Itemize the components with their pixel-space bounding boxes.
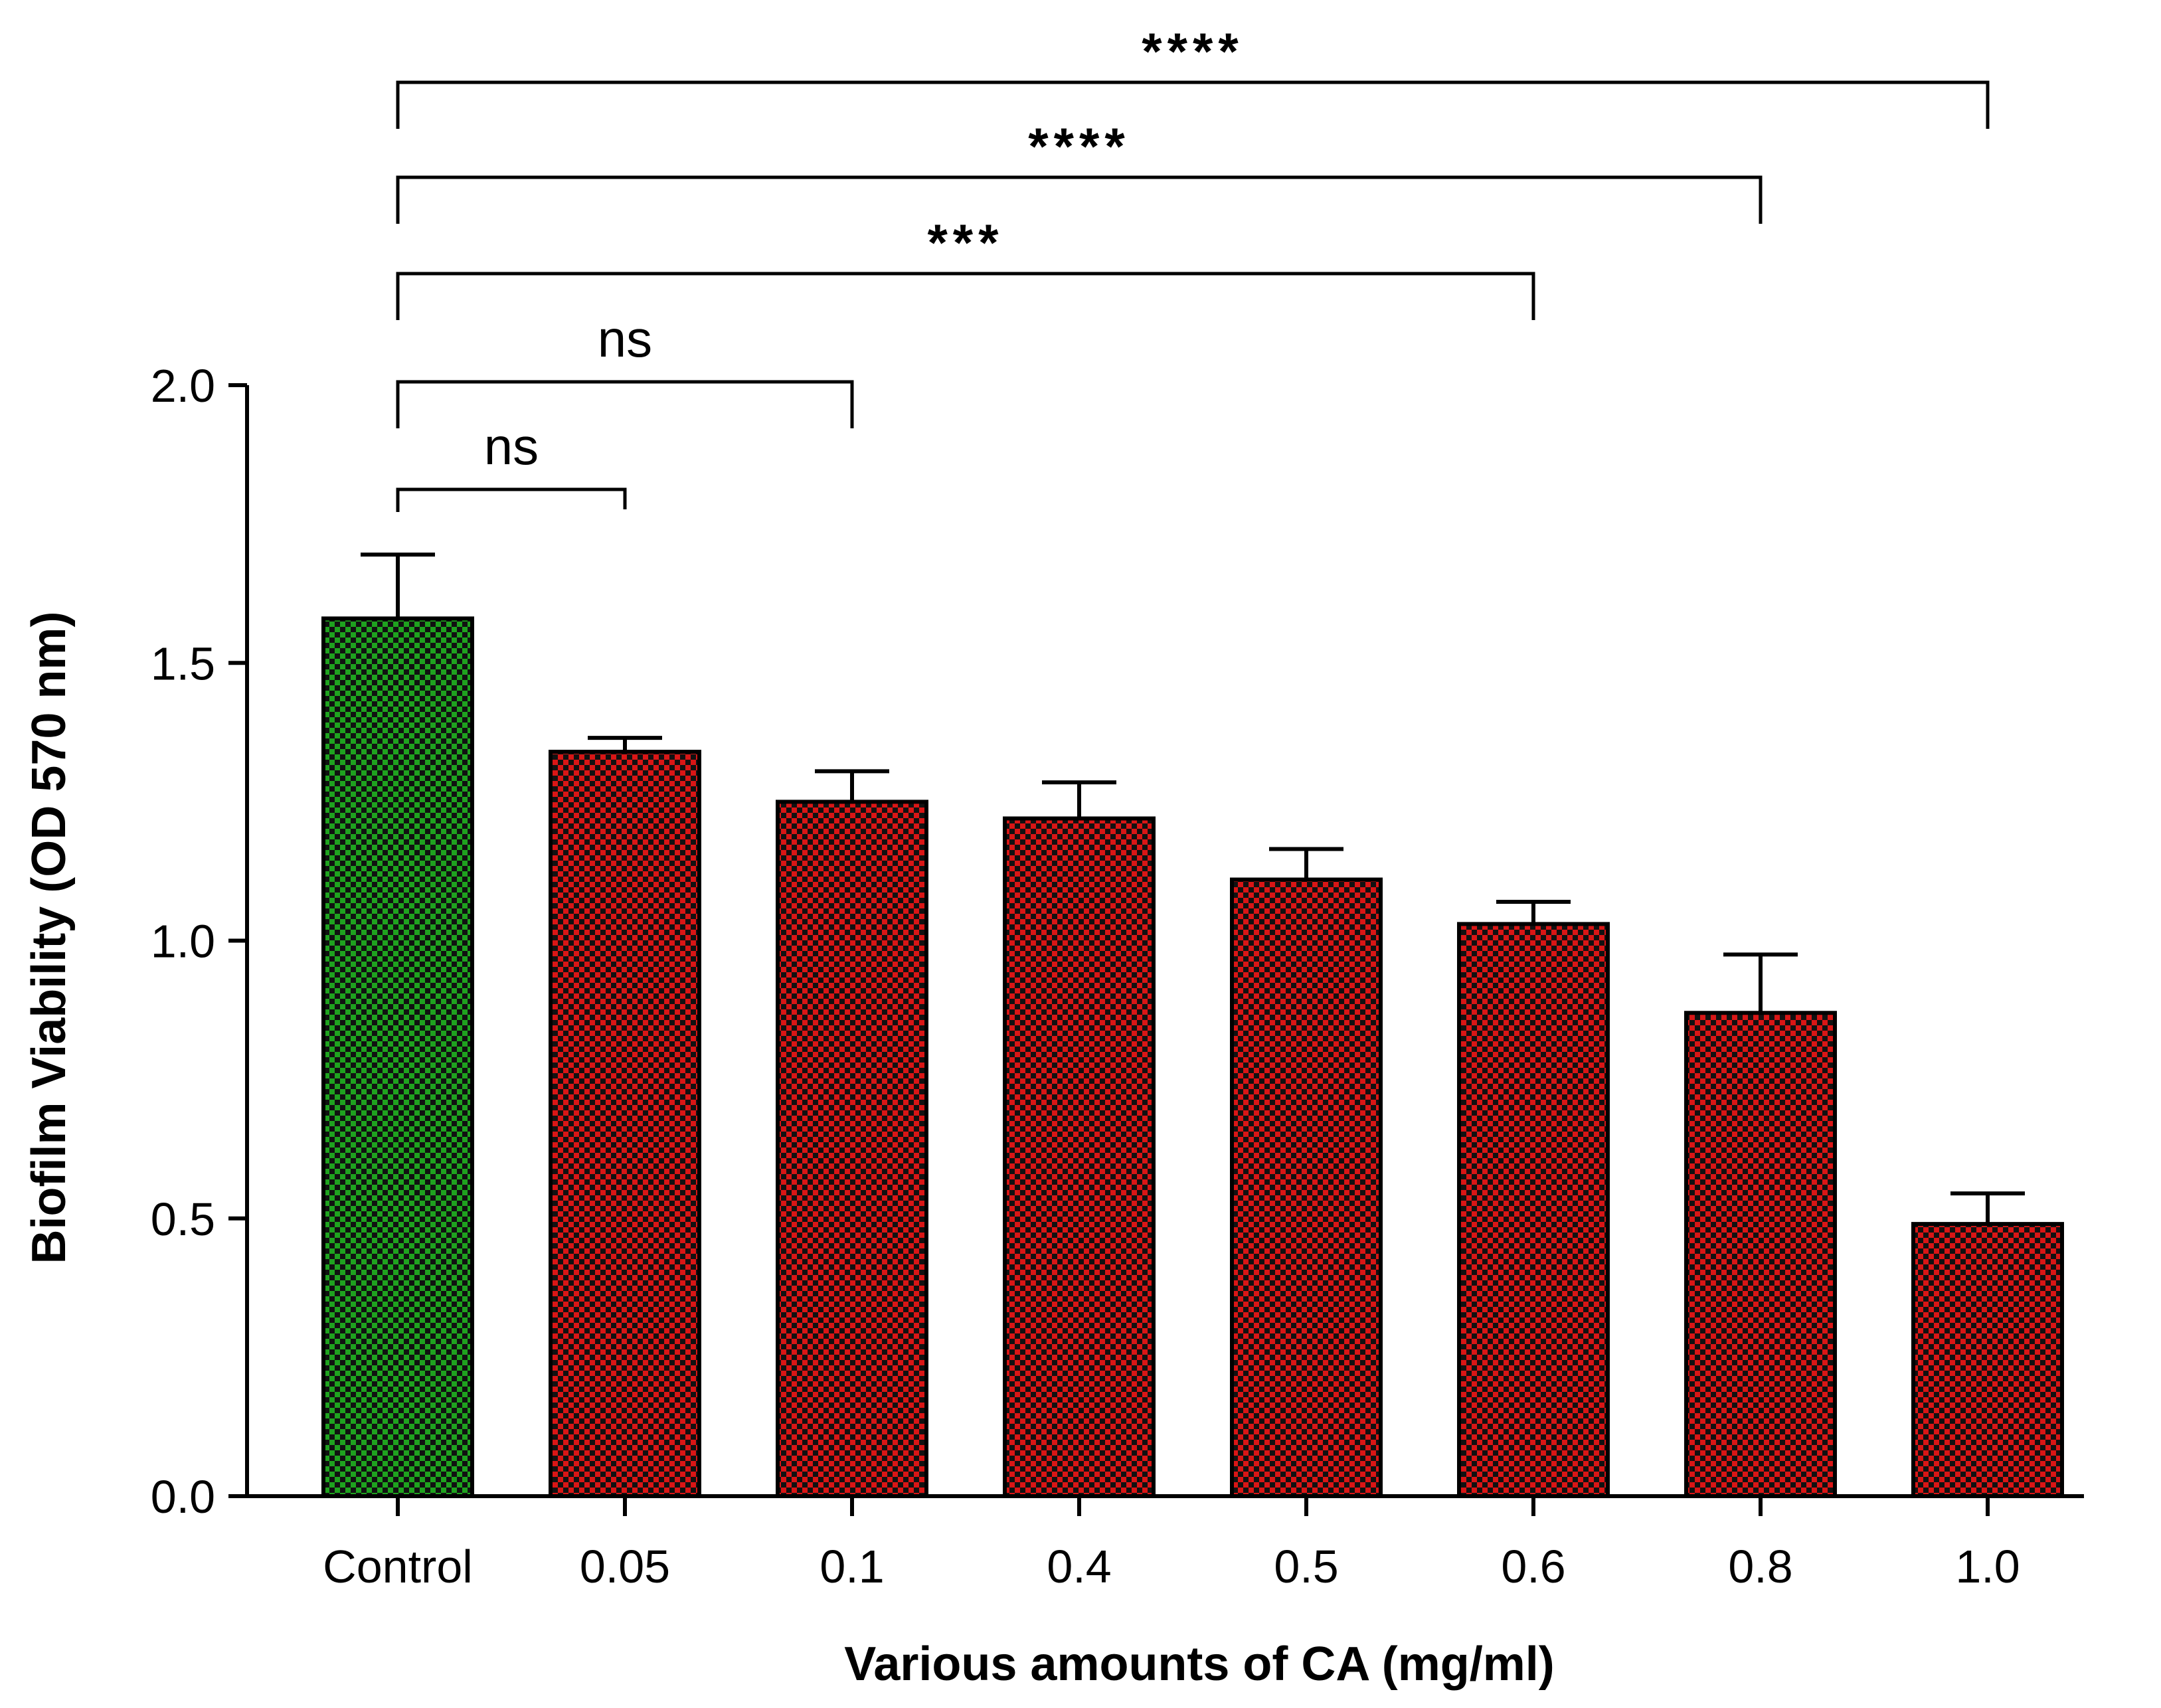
x-tick-label: 0.1	[820, 1541, 884, 1592]
significance-label: ***	[927, 213, 1003, 272]
bar-1_0	[1911, 1222, 2064, 1498]
bars-group	[321, 616, 2064, 1499]
bar-0_1	[776, 800, 928, 1498]
bar-0_5	[1230, 877, 1383, 1498]
significance-bracket	[396, 487, 627, 512]
significance-label: ****	[1028, 117, 1130, 175]
bar-0_4	[1003, 816, 1156, 1498]
x-tick-label: 0.8	[1728, 1541, 1792, 1592]
bar-0_6	[1457, 922, 1610, 1498]
bar-Control	[321, 616, 474, 1499]
significance-label: ****	[1142, 22, 1243, 80]
bar-0_8	[1684, 1011, 1837, 1498]
y-axis-title: Biofilm Viability (OD 570 nm)	[23, 612, 76, 1264]
y-axis: 0.0 0.5 1.0 1.5 2.0	[151, 360, 249, 1523]
x-axis-title: Various amounts of CA (mg/ml)	[844, 1638, 1554, 1691]
y-tick-label: 1.5	[151, 638, 215, 689]
significance-bracket	[396, 380, 854, 428]
x-tick-label: 0.05	[580, 1541, 670, 1592]
x-axis: Control 0.05 0.1 0.4 0.5 0.6 0.8 1.0	[247, 1494, 2084, 1592]
significance-label: ns	[484, 417, 539, 475]
x-tick-label: 0.5	[1274, 1541, 1338, 1592]
y-tick-label: 2.0	[151, 360, 215, 412]
y-tick-label: 1.0	[151, 916, 215, 968]
significance-bracket	[396, 272, 1535, 320]
significance-bracket	[396, 175, 1763, 224]
y-tick-label: 0.0	[151, 1471, 215, 1523]
x-tick-label: Control	[323, 1541, 473, 1592]
x-tick-label: 1.0	[1955, 1541, 2020, 1592]
y-tick-label: 0.5	[151, 1193, 215, 1245]
error-bars-group	[361, 553, 2025, 1225]
x-tick-label: 0.6	[1501, 1541, 1565, 1592]
significance-bracket	[396, 80, 1990, 129]
significance-label: ns	[598, 309, 652, 368]
x-tick-label: 0.4	[1047, 1541, 1111, 1592]
bar-0_05	[549, 750, 701, 1498]
